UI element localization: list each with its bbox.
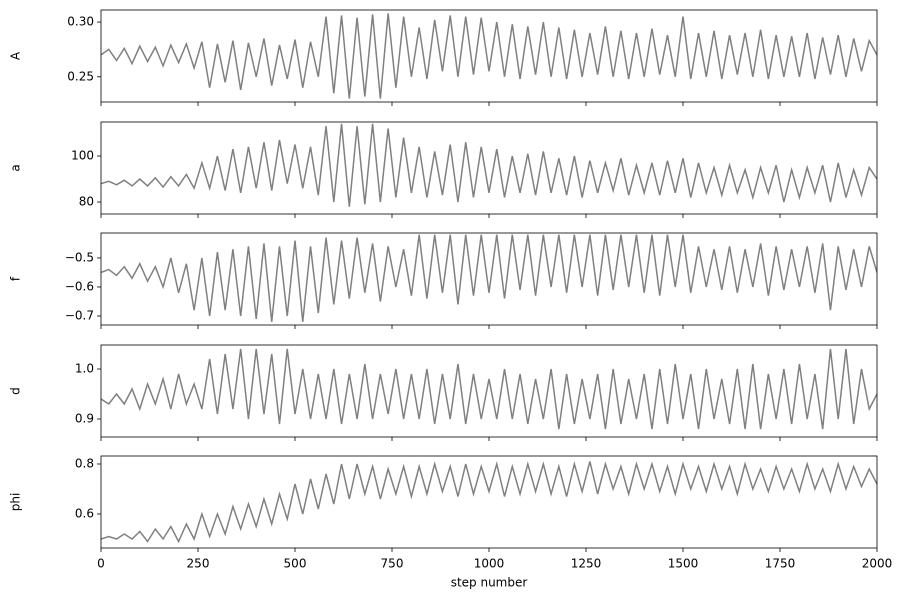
y-tick-label: 1.0 — [75, 362, 94, 376]
x-tick-label: 1750 — [765, 557, 796, 571]
y-axis-label: f — [9, 276, 23, 281]
y-tick-label: 0.8 — [75, 457, 94, 471]
x-tick-label: 0 — [97, 557, 105, 571]
x-tick-label: 500 — [284, 557, 307, 571]
x-tick-label: 1000 — [474, 557, 505, 571]
y-axis-label: a — [9, 164, 23, 171]
trace-line — [101, 234, 877, 322]
trace-line — [101, 13, 877, 99]
x-tick-label: 1500 — [668, 557, 699, 571]
y-tick-label: −0.6 — [65, 279, 94, 293]
y-tick-label: −0.5 — [65, 250, 94, 264]
x-tick-label: 2000 — [862, 557, 893, 571]
x-axis-label: step number — [451, 576, 528, 590]
y-tick-label: −0.7 — [65, 309, 94, 323]
trace-line — [101, 348, 877, 430]
y-tick-label: 80 — [79, 195, 94, 209]
y-tick-label: 0.6 — [75, 507, 94, 521]
x-tick-label: 1250 — [571, 557, 602, 571]
y-tick-label: 100 — [71, 149, 94, 163]
y-tick-label: 0.25 — [67, 69, 94, 83]
y-tick-label: 0.30 — [67, 15, 94, 29]
trace-line — [101, 123, 877, 207]
axes-frame — [100, 9, 878, 103]
x-tick-label: 750 — [381, 557, 404, 571]
x-tick-label: 250 — [187, 557, 210, 571]
y-axis-label: A — [9, 51, 23, 60]
y-axis-label: phi — [9, 493, 23, 512]
y-axis-label: d — [9, 387, 23, 395]
y-tick-label: 0.9 — [75, 412, 94, 426]
trace-line — [101, 461, 877, 544]
